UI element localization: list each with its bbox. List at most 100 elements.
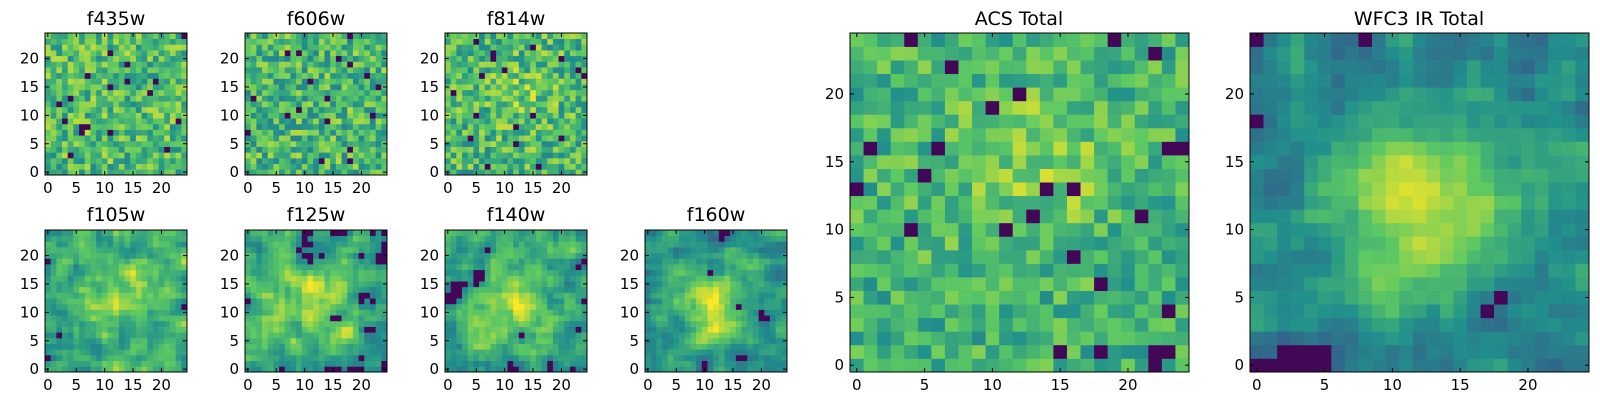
heatmap-cell xyxy=(769,252,776,259)
heatmap-cell xyxy=(381,264,388,271)
heatmap-cell xyxy=(181,123,188,130)
heatmap-cell xyxy=(364,337,371,344)
heatmap-cell xyxy=(147,354,154,361)
heatmap-cell xyxy=(479,112,486,119)
heatmap-cell xyxy=(507,84,514,91)
heatmap-cell xyxy=(141,241,148,248)
heatmap-cell xyxy=(284,241,291,248)
heatmap-cell xyxy=(707,309,714,316)
heatmap-cell xyxy=(707,292,714,299)
heatmap-cell xyxy=(931,344,946,359)
heatmap-cell xyxy=(90,315,97,322)
heatmap-cell xyxy=(256,38,263,45)
heatmap-cell xyxy=(985,168,1000,183)
heatmap-cell xyxy=(101,61,108,68)
heatmap-cell xyxy=(518,320,525,327)
heatmap-cell xyxy=(313,343,320,350)
heatmap-cell xyxy=(484,281,491,288)
heatmap-cell xyxy=(972,249,986,264)
heatmap-cell xyxy=(124,44,131,51)
heatmap-cell xyxy=(141,152,148,159)
heatmap-cell xyxy=(67,252,74,259)
heatmap-cell xyxy=(267,152,274,159)
heatmap-cell xyxy=(507,61,514,68)
heatmap-cell xyxy=(445,163,452,170)
heatmap-cell xyxy=(484,61,491,68)
heatmap-cell xyxy=(985,317,1000,332)
heatmap-cell xyxy=(752,360,759,367)
heatmap-cell xyxy=(1134,290,1149,305)
heatmap-cell xyxy=(456,258,463,265)
heatmap-cell xyxy=(1148,236,1163,251)
heatmap-cell xyxy=(169,89,176,96)
heatmap-cell xyxy=(662,264,669,271)
heatmap-cell xyxy=(113,123,120,130)
heatmap-cell xyxy=(735,303,742,310)
heatmap-cell xyxy=(330,360,337,367)
heatmap-cell xyxy=(547,50,554,57)
heatmap-cell xyxy=(290,157,297,164)
heatmap-cell xyxy=(667,326,674,333)
heatmap-cell xyxy=(524,315,531,322)
heatmap-cell xyxy=(152,146,159,153)
heatmap-cell xyxy=(169,275,176,282)
x-tick-label: 0 xyxy=(443,179,453,197)
heatmap-cell xyxy=(530,303,537,310)
heatmap-cell xyxy=(684,320,691,327)
heatmap-cell xyxy=(375,101,382,108)
heatmap-cell xyxy=(518,118,525,125)
heatmap-cell xyxy=(262,286,269,293)
heatmap-cell xyxy=(558,72,565,79)
heatmap-cell xyxy=(944,195,959,210)
heatmap-cell xyxy=(347,320,354,327)
heatmap-cell xyxy=(141,286,148,293)
heatmap-cell xyxy=(569,343,576,350)
heatmap-cell xyxy=(96,123,103,130)
heatmap-cell xyxy=(1175,263,1190,278)
heatmap-cell xyxy=(484,252,491,259)
heatmap-cell xyxy=(101,326,108,333)
heatmap-cell xyxy=(547,309,554,316)
heatmap-cell xyxy=(462,78,469,85)
heatmap-cell xyxy=(541,354,548,361)
heatmap-cell xyxy=(1121,182,1136,197)
heatmap-cell xyxy=(79,129,86,136)
heatmap-cell xyxy=(335,275,342,282)
heatmap-cell xyxy=(667,281,674,288)
heatmap-cell xyxy=(290,230,297,237)
heatmap-cell xyxy=(296,292,303,299)
heatmap-cell xyxy=(752,258,759,265)
heatmap-cell xyxy=(62,252,69,259)
heatmap-cell xyxy=(484,38,491,45)
heatmap-cell xyxy=(496,366,503,373)
heatmap-cell xyxy=(296,33,303,40)
heatmap-cell xyxy=(552,258,559,265)
heatmap-cell xyxy=(296,101,303,108)
heatmap-cell xyxy=(564,320,571,327)
heatmap-cell xyxy=(484,326,491,333)
heatmap-cell xyxy=(1066,317,1081,332)
heatmap-cell xyxy=(358,241,365,248)
heatmap-cell xyxy=(507,235,514,242)
heatmap-cell xyxy=(552,129,559,136)
heatmap-cell xyxy=(1175,331,1190,346)
heatmap-cell xyxy=(696,292,703,299)
y-tick-label: 20 xyxy=(620,247,639,265)
heatmap-cell xyxy=(518,169,525,176)
heatmap-cell xyxy=(667,298,674,305)
heatmap-cell xyxy=(107,360,114,367)
heatmap-cell xyxy=(90,309,97,316)
heatmap-cell xyxy=(581,135,588,142)
heatmap-cell xyxy=(84,343,91,350)
heatmap-cell xyxy=(904,249,919,264)
heatmap-cell xyxy=(262,118,269,125)
heatmap-cell xyxy=(552,89,559,96)
heatmap-cell xyxy=(656,326,663,333)
heatmap-cell xyxy=(284,67,291,74)
heatmap-cell xyxy=(124,50,131,57)
heatmap-cell xyxy=(313,275,320,282)
heatmap-cell xyxy=(267,33,274,40)
heatmap-cell xyxy=(307,101,314,108)
heatmap-cell xyxy=(256,332,263,339)
heatmap-cell xyxy=(313,157,320,164)
